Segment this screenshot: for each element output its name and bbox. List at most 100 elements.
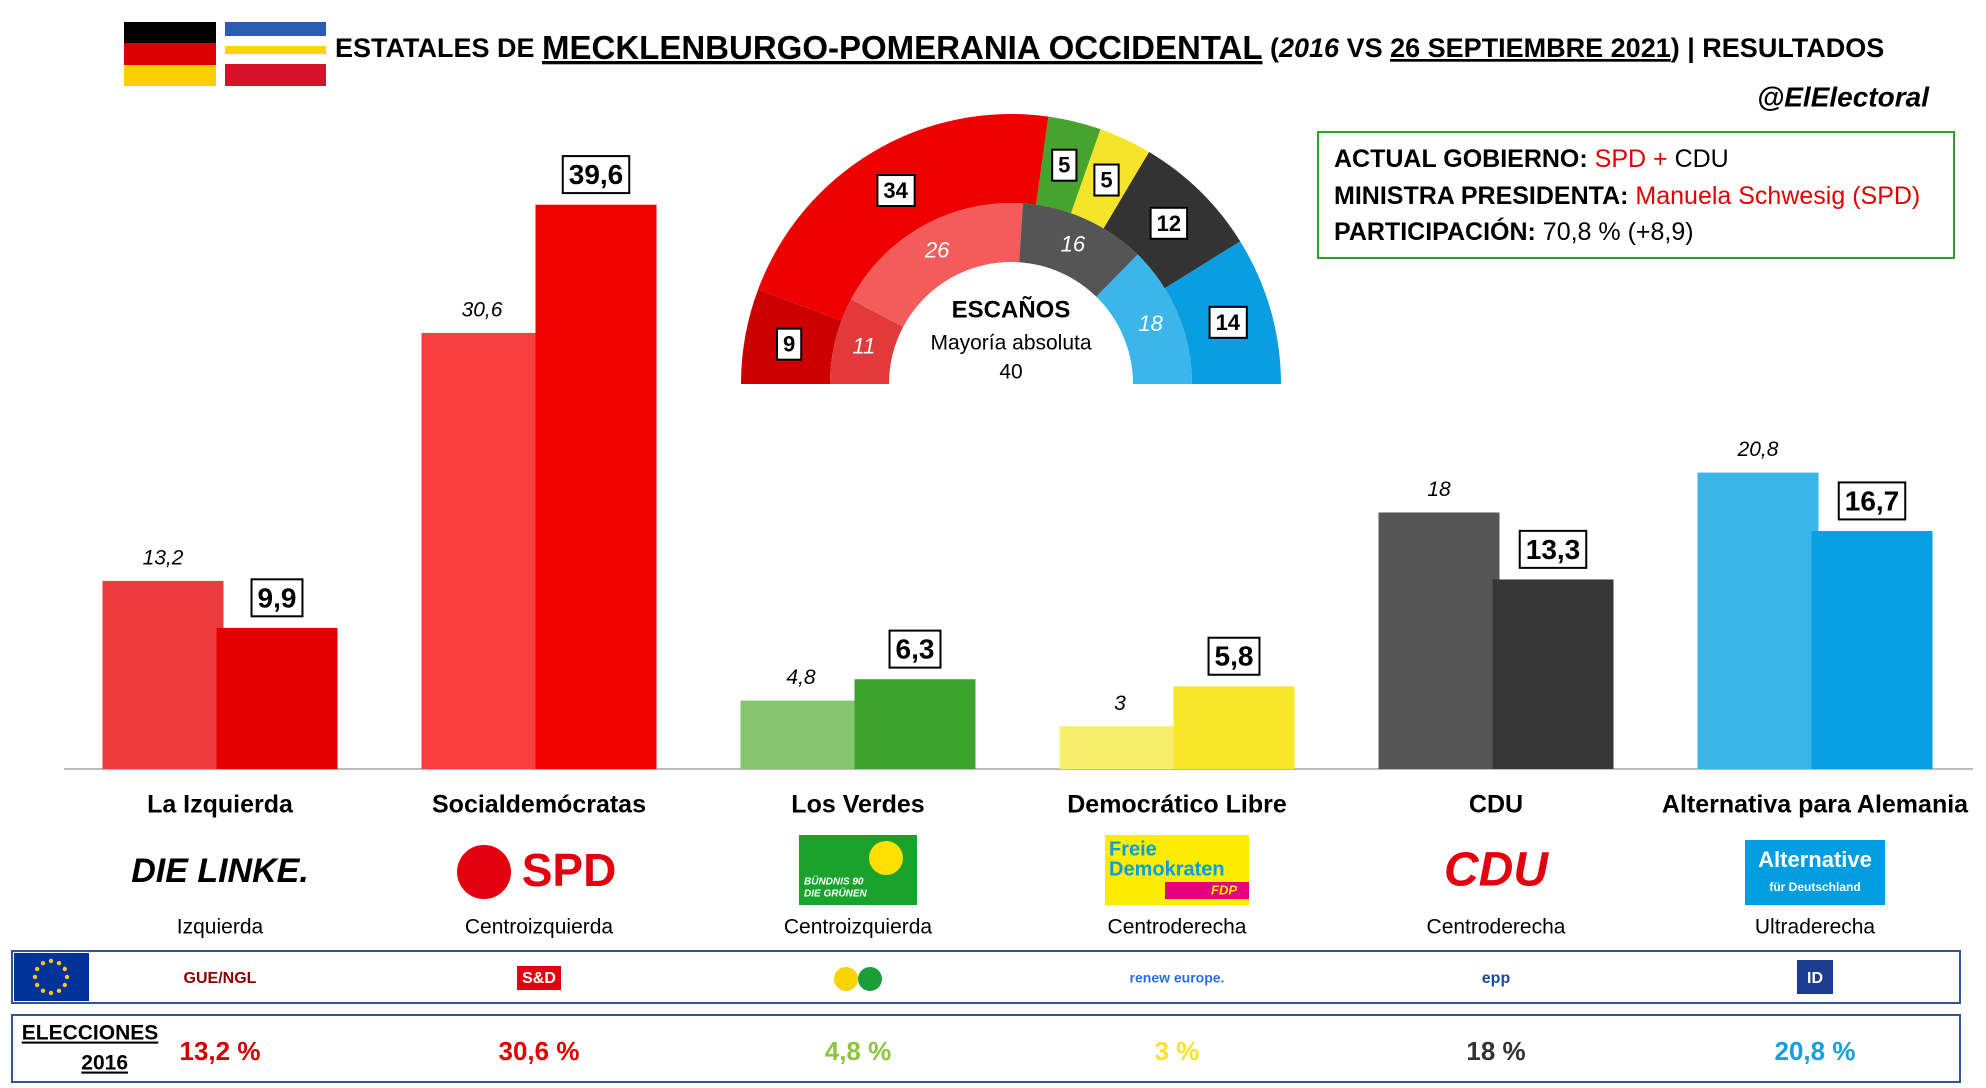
seat-label: 5 <box>1058 153 1070 178</box>
party-logo: CDU <box>1444 844 1549 897</box>
party-logo: DIE GRÜNEN <box>804 887 868 900</box>
value-label: 39,6 <box>569 159 624 190</box>
value-label-box <box>1837 481 1907 521</box>
info-row: PARTICIPACIÓN: 70,8 % (+8,9) <box>1334 216 1694 246</box>
eu-group: epp <box>1482 970 1511 987</box>
result-2016: 20,8 % <box>1775 1036 1856 1066</box>
party-logo: DIE LINKE. <box>131 852 309 890</box>
category-label: Alternativa para Alemania <box>1662 791 1969 819</box>
seat-label-box <box>1149 206 1189 240</box>
seat-segment <box>851 203 1024 327</box>
eu-star <box>40 988 46 994</box>
bar <box>740 700 862 769</box>
ideology: Centroizquierda <box>784 916 933 939</box>
party-logo-strip <box>1165 882 1249 899</box>
party-logo-sun <box>869 841 903 875</box>
value-label: 30,6 <box>462 298 503 321</box>
bar <box>216 627 338 769</box>
seat-segment <box>1096 254 1192 384</box>
eu-star <box>48 958 54 964</box>
value-label: 3 <box>1114 692 1126 715</box>
eu-star <box>48 990 54 996</box>
value-label-box <box>1518 529 1588 569</box>
seat-label: 18 <box>1138 311 1163 336</box>
party-logo: SPD <box>522 844 617 896</box>
result-2016: 18 % <box>1466 1036 1525 1066</box>
value-label-box <box>888 629 942 669</box>
seat-label: 9 <box>783 332 795 357</box>
bar <box>102 580 224 769</box>
eu-row <box>11 950 1961 1004</box>
eu-star <box>62 966 68 972</box>
donut-subtitle: Mayoría absoluta <box>930 332 1091 355</box>
bar <box>421 332 543 769</box>
party-logo: BÜNDNIS 90 <box>804 875 864 888</box>
eu-group: ID <box>1807 970 1823 987</box>
eu-group: S&D <box>522 970 556 987</box>
eu-logo-bg <box>1797 960 1833 994</box>
elections-row <box>11 1014 1961 1083</box>
seat-label-box <box>775 327 803 361</box>
eu-logo-icon <box>834 967 858 991</box>
bar <box>1173 686 1295 769</box>
result-2016: 4,8 % <box>825 1036 892 1066</box>
category-label: CDU <box>1469 791 1523 819</box>
eu-star <box>64 974 70 980</box>
value-label: 6,3 <box>896 634 935 665</box>
seat-label-box <box>1208 305 1248 339</box>
eu-star <box>34 966 40 972</box>
seat-label: 14 <box>1216 310 1241 335</box>
category-label: La Izquierda <box>147 791 294 819</box>
party-logo-rose <box>457 845 511 899</box>
seat-segment <box>758 114 1049 321</box>
value-label: 16,7 <box>1845 485 1900 516</box>
value-label: 13,3 <box>1526 534 1581 565</box>
category-label: Los Verdes <box>791 791 924 819</box>
info-row: MINISTRA PRESIDENTA: Manuela Schwesig (S… <box>1334 182 1920 210</box>
ideology: Izquierda <box>177 916 264 939</box>
value-label: 4,8 <box>786 666 816 689</box>
party-logo-bg <box>1745 840 1885 905</box>
seat-label-box <box>876 174 916 208</box>
ideology: Ultraderecha <box>1755 916 1876 939</box>
eu-star <box>56 960 62 966</box>
party-logo: Alternative <box>1758 847 1872 872</box>
value-label: 20,8 <box>1737 438 1779 461</box>
elections-label: 2016 <box>81 1052 128 1075</box>
donut-majority: 40 <box>999 361 1022 384</box>
ideology: Centroderecha <box>1108 916 1247 939</box>
seat-label: 11 <box>853 333 876 358</box>
category-label: Socialdemócratas <box>432 791 646 819</box>
title: ESTATALES DE MECKLENBURGO-POMERANIA OCCI… <box>335 29 1884 66</box>
flags <box>124 22 326 86</box>
result-2016: 30,6 % <box>499 1036 580 1066</box>
handle: @ElElectoral <box>1757 81 1930 112</box>
eu-star <box>56 988 62 994</box>
result-2016: 13,2 % <box>180 1036 261 1066</box>
eu-star <box>32 974 38 980</box>
seat-label: 16 <box>1061 232 1086 257</box>
bar <box>1492 579 1614 769</box>
info-box <box>1317 131 1955 259</box>
result-2016: 3 % <box>1155 1036 1200 1066</box>
eu-group: GUE/NGL <box>184 970 257 987</box>
eu-logo-bg <box>517 966 561 990</box>
seat-segment <box>1019 203 1138 297</box>
seat-label: 12 <box>1157 211 1181 236</box>
bar <box>1059 726 1181 769</box>
bar <box>854 679 976 769</box>
eu-star <box>34 982 40 988</box>
info-row: ACTUAL GOBIERNO: SPD + CDU <box>1334 145 1729 173</box>
bar <box>1697 472 1819 769</box>
party-logo: Demokraten <box>1109 858 1225 880</box>
value-label: 18 <box>1427 478 1451 501</box>
value-label: 9,9 <box>258 582 297 613</box>
ideology: Centroderecha <box>1427 916 1566 939</box>
value-label: 13,2 <box>143 546 184 569</box>
seat-label-box <box>1051 148 1078 182</box>
seat-segment <box>830 299 904 384</box>
bar <box>1811 531 1933 769</box>
bar <box>535 204 657 769</box>
eu-logo-icon <box>858 967 882 991</box>
